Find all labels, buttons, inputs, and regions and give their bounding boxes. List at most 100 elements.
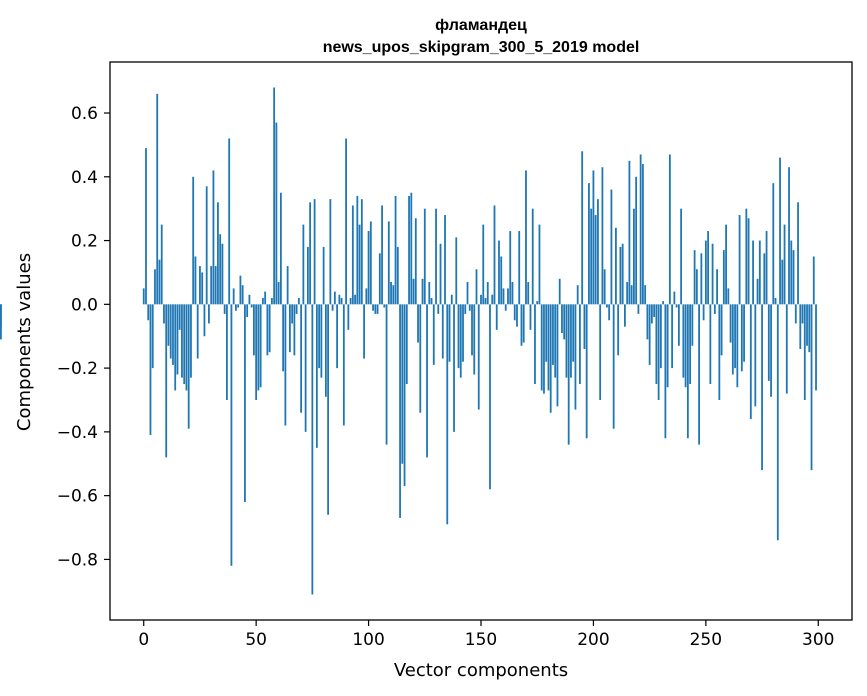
bar — [158, 259, 161, 305]
bar — [444, 215, 446, 305]
y-axis-label: Components values — [14, 253, 35, 431]
bar — [727, 288, 730, 305]
bar — [617, 304, 620, 356]
bar — [718, 304, 721, 400]
bar — [351, 205, 354, 305]
bar — [203, 304, 206, 337]
bar — [437, 304, 440, 314]
bar — [576, 285, 579, 305]
bar-series — [0, 87, 817, 595]
bar — [318, 304, 321, 369]
bar — [792, 250, 795, 305]
bar — [763, 253, 766, 305]
bar — [257, 304, 260, 391]
bar — [749, 304, 752, 420]
bar — [448, 304, 451, 362]
bar — [253, 304, 255, 356]
bar — [684, 304, 687, 388]
bar — [671, 304, 674, 369]
bar — [489, 304, 491, 490]
x-axis: 0 50 100 150 200 250 300 — [138, 620, 834, 650]
bar — [151, 304, 154, 369]
bar — [520, 304, 523, 346]
bar — [790, 240, 793, 305]
bar — [531, 208, 534, 305]
bar — [324, 304, 327, 397]
bar — [201, 272, 204, 305]
y-tick-label: −0.6 — [57, 487, 98, 507]
bar — [610, 189, 613, 305]
bar — [356, 195, 359, 305]
bar — [486, 282, 489, 305]
bar — [154, 269, 156, 305]
bar — [491, 294, 494, 305]
bar — [381, 205, 383, 305]
bar — [630, 285, 633, 305]
bar — [459, 304, 462, 378]
bar — [691, 304, 694, 346]
bar — [612, 304, 615, 429]
bar — [536, 301, 539, 305]
x-tick-label: 300 — [802, 630, 834, 650]
bar — [657, 304, 660, 400]
bar — [745, 208, 748, 305]
x-tick-label: 50 — [245, 630, 267, 650]
bar — [484, 297, 487, 305]
bar — [603, 269, 606, 305]
bar — [743, 304, 745, 362]
bar — [561, 304, 563, 334]
bar — [217, 202, 219, 305]
bar — [183, 304, 186, 385]
bar — [228, 138, 231, 305]
bar — [801, 304, 804, 324]
bar — [527, 282, 530, 305]
x-axis-label: Vector components — [394, 660, 568, 681]
bar — [693, 250, 696, 305]
bar — [279, 192, 282, 305]
bar — [423, 208, 426, 305]
bar — [682, 304, 685, 378]
bar — [419, 304, 422, 413]
bar — [803, 304, 806, 400]
bar — [450, 294, 453, 305]
bar — [333, 291, 336, 305]
bar — [378, 253, 381, 305]
bar — [466, 282, 469, 305]
bar — [502, 288, 505, 305]
bar — [208, 304, 210, 324]
bar — [345, 138, 347, 305]
y-tick-label: 0.0 — [71, 295, 98, 315]
bar — [349, 297, 352, 305]
bar — [399, 304, 401, 518]
bar — [664, 304, 667, 439]
bar — [181, 304, 183, 378]
bar — [295, 304, 298, 314]
bar — [731, 304, 734, 375]
bar — [740, 304, 743, 372]
bar — [176, 304, 179, 375]
bar — [462, 304, 464, 362]
bar — [270, 297, 273, 305]
bar — [482, 224, 485, 305]
bar — [246, 304, 249, 318]
bar — [174, 304, 177, 391]
bar — [196, 304, 199, 359]
bar — [725, 224, 727, 305]
bar — [192, 176, 195, 305]
bar — [799, 304, 802, 349]
bar — [650, 304, 653, 324]
bar — [167, 304, 170, 346]
bar — [288, 304, 291, 353]
bar — [302, 224, 305, 305]
bar — [363, 304, 365, 359]
bar — [648, 304, 651, 365]
bar — [241, 285, 244, 305]
bar — [405, 304, 408, 385]
bar — [495, 304, 498, 330]
bar — [266, 304, 269, 356]
bar — [788, 167, 790, 305]
bar — [529, 304, 532, 330]
bar — [646, 304, 649, 340]
bar — [567, 304, 570, 445]
